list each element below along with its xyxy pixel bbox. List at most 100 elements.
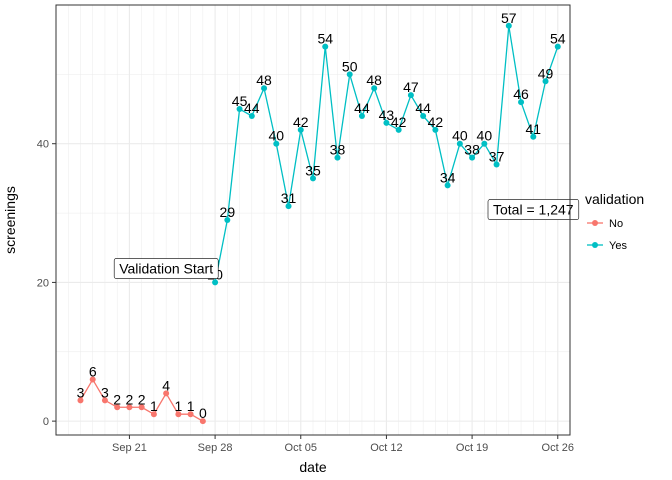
data-point-yes	[236, 106, 243, 113]
data-point-yes	[346, 71, 353, 78]
data-label: 48	[256, 72, 272, 88]
data-label: 48	[366, 72, 382, 88]
data-label: 43	[379, 107, 395, 123]
data-point-yes	[469, 154, 476, 161]
data-point-yes	[310, 175, 316, 182]
legend-label: Yes	[609, 240, 627, 252]
y-tick-label: 40	[37, 139, 49, 151]
data-point-yes	[420, 112, 427, 119]
data-point-yes	[505, 22, 512, 29]
x-tick-label: Oct 26	[542, 442, 574, 454]
data-point-yes	[273, 140, 280, 147]
data-point-yes	[334, 154, 341, 161]
data-label: 46	[513, 86, 529, 102]
x-tick-label: Oct 05	[285, 442, 317, 454]
data-labels: 3632221411020294544484031423554385044484…	[77, 10, 566, 421]
data-label: 1	[174, 398, 182, 414]
data-label: 0	[199, 405, 207, 421]
data-point-yes	[383, 119, 390, 126]
data-label: 38	[330, 142, 346, 158]
data-label: 34	[440, 169, 456, 185]
data-point-yes	[481, 140, 488, 147]
annotations: Validation Start Total = 1,247	[113, 199, 580, 279]
major-gridlines	[56, 5, 570, 435]
data-label: 3	[77, 384, 85, 400]
data-point-yes	[432, 126, 439, 133]
data-label: 44	[354, 100, 370, 116]
data-point-yes	[444, 182, 451, 189]
data-label: 44	[415, 100, 431, 116]
data-label: 1	[150, 398, 158, 414]
data-point-no	[163, 390, 170, 397]
panel-border	[55, 4, 571, 436]
data-point-yes	[358, 112, 365, 119]
data-label: 44	[244, 100, 260, 116]
series-layer	[77, 22, 561, 425]
annotation-text: Total = 1,247	[493, 202, 574, 218]
data-label: 40	[452, 128, 468, 144]
legend-title: validation	[585, 191, 644, 207]
data-point-no	[101, 397, 108, 404]
data-label: 38	[464, 142, 480, 158]
data-label: 54	[317, 31, 333, 47]
y-axis-title: screenings	[2, 186, 18, 254]
data-point-yes	[530, 133, 537, 140]
data-label: 40	[477, 128, 493, 144]
data-point-no	[138, 404, 145, 411]
legend: validation No Yes	[585, 191, 644, 252]
data-label: 37	[489, 149, 505, 165]
x-tick-label: Sep 21	[112, 442, 147, 454]
y-tick-label: 0	[43, 416, 49, 428]
data-point-yes	[297, 126, 304, 133]
data-point-yes	[518, 99, 525, 106]
data-point-yes	[395, 126, 402, 133]
data-point-yes	[542, 78, 549, 85]
data-point-yes	[371, 85, 378, 92]
data-label: 4	[162, 377, 170, 393]
data-point-no	[150, 411, 157, 418]
data-point-yes	[322, 43, 329, 50]
data-label: 41	[525, 121, 541, 137]
data-label: 29	[220, 204, 236, 220]
data-label: 6	[89, 364, 97, 380]
data-label: 42	[293, 114, 309, 130]
data-point-no	[175, 411, 182, 418]
annotation-box	[487, 199, 580, 220]
data-point-no	[114, 404, 121, 411]
data-label: 42	[428, 114, 444, 130]
annotation-text: Validation Start	[119, 261, 213, 277]
annotation-box	[113, 258, 219, 279]
data-point-no	[187, 411, 194, 418]
data-point-no	[199, 418, 206, 425]
data-label: 35	[305, 162, 321, 178]
data-point-no	[77, 397, 84, 404]
data-label: 1	[187, 398, 195, 414]
x-tick-label: Oct 12	[370, 442, 402, 454]
data-point-yes	[224, 217, 231, 223]
data-point-yes	[248, 112, 255, 119]
data-label: 2	[113, 391, 121, 407]
x-tick-label: Sep 28	[198, 442, 233, 454]
data-point-no	[126, 404, 133, 411]
data-label: 31	[281, 190, 297, 206]
data-label: 45	[232, 93, 248, 109]
x-tick-label: Oct 19	[456, 442, 488, 454]
data-label: 47	[403, 79, 419, 95]
data-label: 50	[342, 58, 358, 74]
data-point-yes	[493, 161, 500, 168]
x-axis: Sep 21 Sep 28 Oct 05 Oct 12 Oct 19 Oct 26	[112, 435, 574, 454]
y-tick-label: 20	[37, 277, 49, 289]
data-point-yes	[407, 92, 414, 99]
data-label: 2	[138, 391, 146, 407]
legend-label: No	[609, 218, 623, 230]
data-label: 3	[101, 384, 109, 400]
data-point-yes	[212, 279, 219, 286]
data-label: 42	[391, 114, 407, 130]
data-point-yes	[456, 140, 463, 147]
legend-key-point	[592, 242, 598, 248]
legend-key-point	[592, 220, 598, 226]
data-label: 57	[501, 10, 517, 26]
y-axis: 0 20 40	[37, 139, 56, 428]
data-point-yes	[285, 203, 292, 210]
